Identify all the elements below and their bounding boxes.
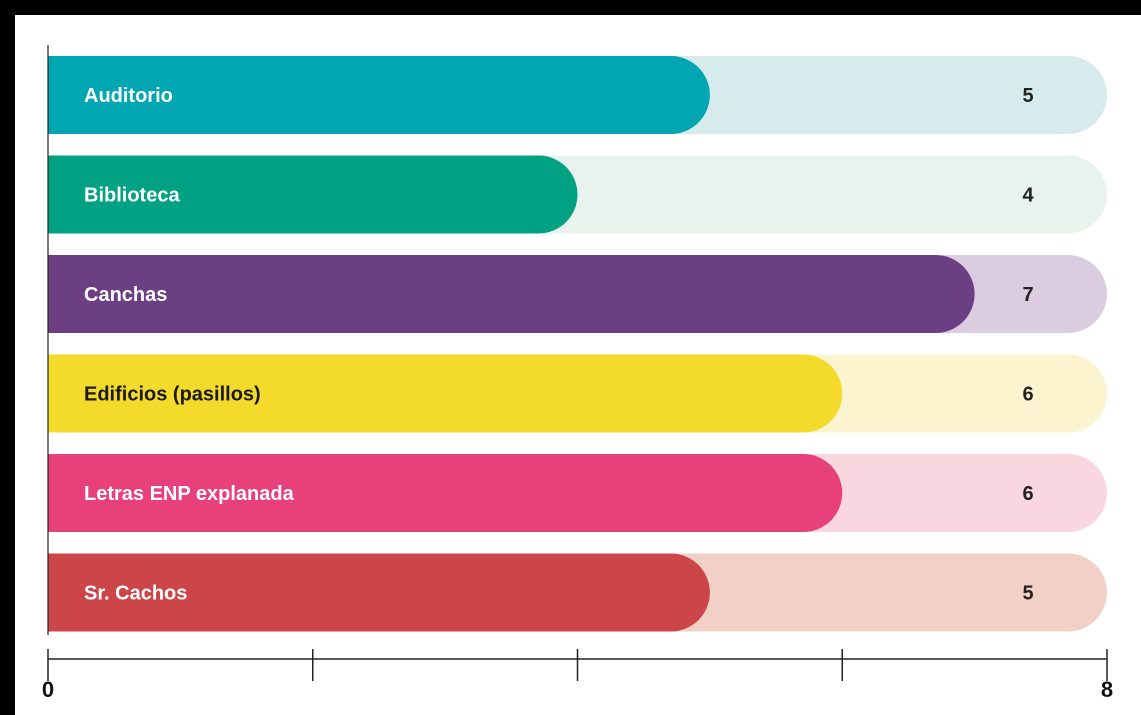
bar-label: Auditorio [84,85,173,107]
bar-row-edificios-pasillos: Edificios (pasillos) 6 [48,354,1107,433]
bar-row-canchas: Canchas 7 [48,255,1107,333]
bar-biblioteca [48,155,578,234]
value-label: 5 [1022,85,1033,107]
bar-canchas [48,255,975,333]
bar-edificios-pasillos [48,354,843,433]
value-label: 6 [1022,483,1033,505]
bar-label: Canchas [84,284,167,306]
value-label: 4 [1022,185,1034,207]
chart-frame: Auditorio 5 Biblioteca 4 Canchas 7 Edificios (… [15,15,1141,715]
bar-sr-cachos [48,553,710,632]
bar-label: Letras ENP explanada [84,483,295,505]
bar-label: Biblioteca [84,185,180,207]
bar-row-auditorio: Auditorio 5 [48,56,1107,134]
bar-row-biblioteca: Biblioteca 4 [48,155,1107,234]
bar-letras-enp-explanada [48,454,843,532]
bar-row-sr-cachos: Sr. Cachos 5 [48,553,1107,632]
bar-auditorio [48,56,710,134]
bars-group: Auditorio 5 Biblioteca 4 Canchas 7 Edificios (… [48,56,1107,632]
value-label: 6 [1022,384,1033,406]
bar-label: Edificios (pasillos) [84,384,261,406]
value-label: 7 [1022,284,1033,306]
bar-row-letras-enp-explanada: Letras ENP explanada 6 [48,454,1107,532]
x-tick-label: 8 [1101,677,1113,702]
x-tick-label: 0 [42,677,54,702]
bar-label: Sr. Cachos [84,583,187,605]
value-label: 5 [1022,583,1033,605]
bar-chart: Auditorio 5 Biblioteca 4 Canchas 7 Edificios (… [42,45,1113,702]
